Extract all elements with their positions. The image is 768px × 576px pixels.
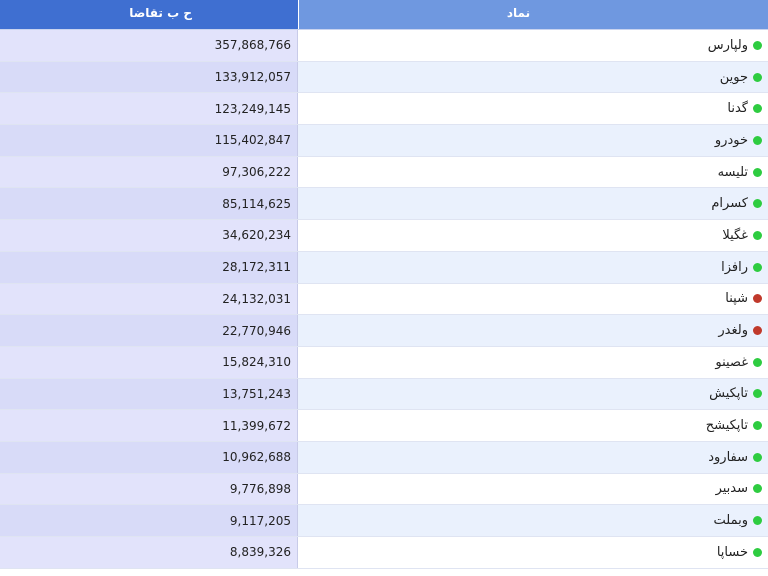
table-row[interactable]: 10,962,688 سفارود (0, 441, 768, 474)
table-row[interactable]: 28,172,311 رافزا (0, 251, 768, 284)
demand-value-cell: 24,132,031 (0, 283, 298, 315)
table-row[interactable]: 123,249,145 گدنا (0, 93, 768, 126)
table-body: 357,868,766 ولپارس 133,912,057 جوین 123,249,… (0, 30, 768, 569)
demand-value-cell: 13,751,243 (0, 378, 298, 410)
status-up-dot-icon (753, 452, 762, 462)
table-row[interactable]: 22,770,946 ولغدر (0, 315, 768, 347)
symbol-cell[interactable]: خساپا (298, 537, 768, 568)
symbol-cell[interactable]: وبملت (298, 505, 768, 536)
status-up-dot-icon (753, 199, 762, 209)
demand-value-cell: 22,770,946 (0, 315, 298, 346)
status-up-dot-icon (753, 72, 762, 82)
table-row[interactable]: 8,839,326 خساپا (0, 537, 768, 569)
table-row[interactable]: 357,868,766 ولپارس (0, 30, 768, 62)
symbol-cell[interactable]: سفارود (298, 441, 768, 473)
demand-value-cell: 85,114,625 (0, 188, 298, 220)
symbol-label: سدبیر (715, 481, 748, 497)
symbol-cell[interactable]: ولغدر (298, 315, 768, 346)
symbol-label: غصینو (715, 354, 748, 370)
demand-value-cell: 9,776,898 (0, 473, 298, 505)
symbol-cell[interactable]: شپنا (298, 283, 768, 315)
demand-value-cell: 15,824,310 (0, 346, 298, 378)
table-row[interactable]: 9,776,898 سدبیر (0, 473, 768, 506)
table-row[interactable]: 85,114,625 کسرام (0, 188, 768, 221)
status-up-dot-icon (753, 40, 762, 50)
table-row[interactable]: 133,912,057 جوین (0, 61, 768, 94)
status-up-dot-icon (753, 135, 762, 145)
table-row[interactable]: 97,306,222 تلیسه (0, 156, 768, 189)
demand-value-cell: 10,962,688 (0, 441, 298, 473)
symbol-cell[interactable]: غگیلا (298, 220, 768, 251)
symbol-label: خساپا (716, 544, 748, 560)
demand-value-cell: 11,399,672 (0, 410, 298, 441)
symbol-cell[interactable]: ولپارس (298, 30, 768, 61)
symbol-label: سفارود (708, 449, 748, 465)
status-up-dot-icon (753, 516, 762, 526)
status-up-dot-icon (753, 230, 762, 240)
symbol-label: تاپکیشح (705, 418, 748, 434)
symbol-cell[interactable]: جوین (298, 61, 768, 93)
demand-value-cell: 123,249,145 (0, 93, 298, 125)
table-header: ح ب تقاضا نماد (0, 0, 768, 30)
symbol-label: خودرو (714, 132, 748, 148)
demand-value-cell: 133,912,057 (0, 61, 298, 93)
status-up-dot-icon (753, 104, 762, 114)
symbol-label: گدنا (727, 101, 748, 117)
demand-value-cell: 9,117,205 (0, 505, 298, 536)
status-up-dot-icon (753, 484, 762, 494)
status-down-dot-icon (753, 294, 762, 304)
symbol-cell[interactable]: کسرام (298, 188, 768, 220)
symbol-label: تلیسه (717, 164, 748, 180)
status-up-dot-icon (753, 547, 762, 557)
status-down-dot-icon (753, 326, 762, 336)
column-header-demand-value[interactable]: ح ب تقاضا (0, 0, 298, 29)
symbol-label: ولغدر (718, 323, 748, 339)
table-row[interactable]: 15,824,310 غصینو (0, 346, 768, 379)
demand-value-cell: 357,868,766 (0, 30, 298, 61)
symbol-cell[interactable]: سدبیر (298, 473, 768, 505)
status-up-dot-icon (753, 421, 762, 431)
symbol-cell[interactable]: رافزا (298, 251, 768, 283)
demand-value-cell: 28,172,311 (0, 251, 298, 283)
table-row[interactable]: 115,402,847 خودرو (0, 125, 768, 157)
status-up-dot-icon (753, 357, 762, 367)
status-up-dot-icon (753, 389, 762, 399)
demand-value-cell: 34,620,234 (0, 220, 298, 251)
table-row[interactable]: 13,751,243 تاپکیش (0, 378, 768, 411)
symbol-label: جوین (719, 69, 748, 85)
table-row[interactable]: 9,117,205 وبملت (0, 505, 768, 537)
table-row[interactable]: 24,132,031 شپنا (0, 283, 768, 316)
demand-value-cell: 97,306,222 (0, 156, 298, 188)
status-up-dot-icon (753, 262, 762, 272)
symbol-cell[interactable]: تاپکیشح (298, 410, 768, 441)
symbol-cell[interactable]: تاپکیش (298, 378, 768, 410)
symbol-label: وبملت (713, 513, 748, 529)
status-up-dot-icon (753, 167, 762, 177)
symbol-label: رافزا (721, 259, 748, 275)
column-header-symbol[interactable]: نماد (298, 0, 768, 29)
symbol-label: کسرام (711, 196, 748, 212)
table-row[interactable]: 34,620,234 غگیلا (0, 220, 768, 252)
symbol-label: شپنا (725, 291, 748, 307)
demand-value-cell: 115,402,847 (0, 125, 298, 156)
symbol-label: ولپارس (707, 37, 748, 53)
symbol-label: غگیلا (722, 227, 748, 243)
demand-value-cell: 8,839,326 (0, 537, 298, 568)
symbol-cell[interactable]: تلیسه (298, 156, 768, 188)
table-row[interactable]: 11,399,672 تاپکیشح (0, 410, 768, 442)
symbol-cell[interactable]: خودرو (298, 125, 768, 156)
symbol-cell[interactable]: گدنا (298, 93, 768, 125)
symbol-label: تاپکیش (709, 386, 748, 402)
symbol-cell[interactable]: غصینو (298, 346, 768, 378)
